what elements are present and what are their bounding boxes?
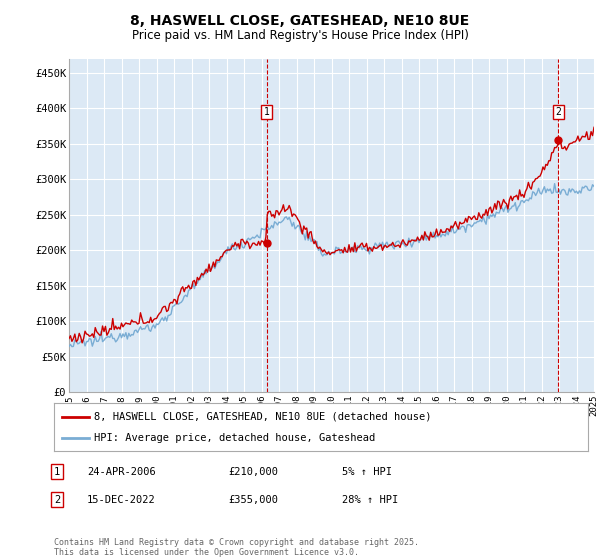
Text: HPI: Average price, detached house, Gateshead: HPI: Average price, detached house, Gate… bbox=[94, 433, 376, 444]
Text: 2: 2 bbox=[54, 494, 60, 505]
Text: £210,000: £210,000 bbox=[228, 466, 278, 477]
Text: 2: 2 bbox=[556, 107, 561, 117]
Text: 15-DEC-2022: 15-DEC-2022 bbox=[87, 494, 156, 505]
Text: £355,000: £355,000 bbox=[228, 494, 278, 505]
Text: 24-APR-2006: 24-APR-2006 bbox=[87, 466, 156, 477]
Text: 5% ↑ HPI: 5% ↑ HPI bbox=[342, 466, 392, 477]
Text: 8, HASWELL CLOSE, GATESHEAD, NE10 8UE (detached house): 8, HASWELL CLOSE, GATESHEAD, NE10 8UE (d… bbox=[94, 412, 431, 422]
Text: Price paid vs. HM Land Registry's House Price Index (HPI): Price paid vs. HM Land Registry's House … bbox=[131, 29, 469, 42]
Text: 1: 1 bbox=[263, 107, 269, 117]
Text: 8, HASWELL CLOSE, GATESHEAD, NE10 8UE: 8, HASWELL CLOSE, GATESHEAD, NE10 8UE bbox=[130, 14, 470, 28]
Text: Contains HM Land Registry data © Crown copyright and database right 2025.
This d: Contains HM Land Registry data © Crown c… bbox=[54, 538, 419, 557]
Text: 28% ↑ HPI: 28% ↑ HPI bbox=[342, 494, 398, 505]
Text: 1: 1 bbox=[54, 466, 60, 477]
